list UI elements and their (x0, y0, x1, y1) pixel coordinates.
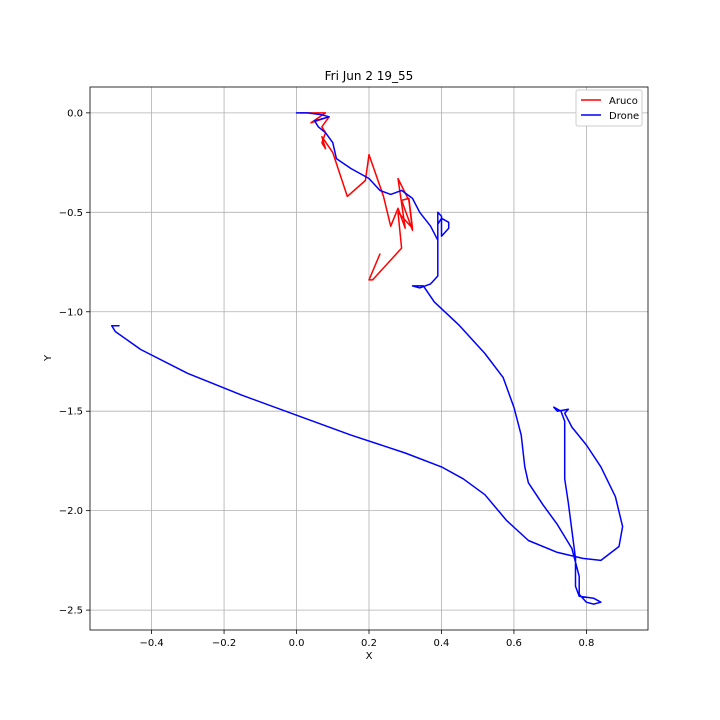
chart-title: Fri Jun 2 19_55 (325, 69, 414, 83)
y-tick-label: −1.0 (59, 307, 83, 318)
y-tick-label: −1.5 (59, 407, 83, 418)
y-tick-label: −2.0 (59, 506, 83, 517)
x-tick-label: −0.2 (212, 638, 236, 649)
x-tick-label: −0.4 (139, 638, 163, 649)
legend-box (575, 89, 643, 127)
x-tick-label: 0.6 (506, 638, 522, 649)
y-tick-label: −0.5 (59, 208, 83, 219)
series-line-aruco (299, 112, 414, 281)
x-tick-label: 0.0 (289, 638, 305, 649)
legend-label-drone: Drone (609, 111, 639, 122)
legend-label-aruco: Aruco (609, 96, 638, 107)
y-axis-label: Y (43, 354, 54, 362)
plot-area: −0.4 −0.2 0.0 0.2 0.4 0.6 0.8 0.0 −0.5 −1.0 −1.5 −2… (59, 86, 649, 649)
x-tick-label: 0.8 (578, 638, 594, 649)
x-tick-label: 0.4 (434, 638, 450, 649)
legend: Aruco Drone (575, 89, 643, 127)
x-axis-label: X (366, 651, 373, 662)
series-line-drone (110, 112, 624, 605)
x-tick-label: 0.2 (361, 638, 377, 649)
y-tick-label: −2.5 (59, 606, 83, 617)
y-tick-label: 0.0 (67, 108, 83, 119)
